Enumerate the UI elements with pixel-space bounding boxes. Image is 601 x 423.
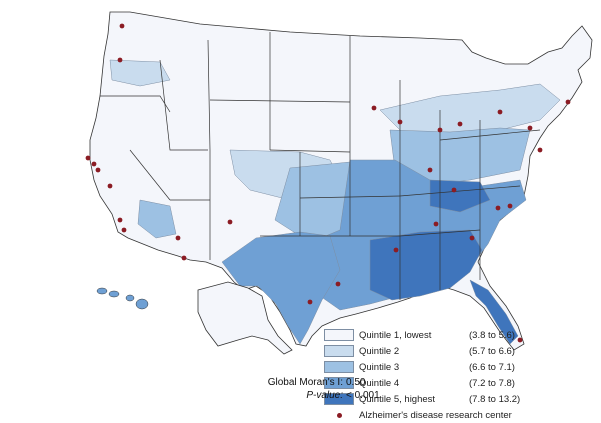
region-q5-southeast xyxy=(369,229,483,301)
p-value: < 0.001 xyxy=(346,390,380,401)
research-center-dot xyxy=(91,161,97,167)
legend-range-q1: (3.8 to 5.6) xyxy=(469,329,515,341)
us-choropleth-map xyxy=(85,11,593,355)
moran-row: Global Moran's I: 0.50 xyxy=(230,376,380,389)
research-centers xyxy=(85,23,571,343)
alaska xyxy=(197,281,293,355)
legend-row-q3: Quintile 3 (6.6 to 7.1) xyxy=(324,359,594,375)
research-center-dot xyxy=(433,221,439,227)
legend-range-q5: (7.8 to 13.2) xyxy=(469,393,521,405)
research-center-dot xyxy=(469,235,475,241)
research-center-dot xyxy=(397,119,403,125)
statistics-block: Global Moran's I: 0.50 P-value: < 0.001 xyxy=(230,376,380,402)
legend-label-q3: Quintile 3 xyxy=(359,361,400,373)
legend-row-q5: Quintile 5, highest (7.8 to 13.2) xyxy=(324,391,594,407)
research-center-dot xyxy=(393,247,399,253)
legend-label-q1: Quintile 1, lowest xyxy=(359,329,432,341)
legend-label-research-center: Alzheimer's disease research center xyxy=(359,409,512,421)
legend-swatch-q4 xyxy=(324,377,354,389)
legend-row-q4: Quintile 4 (7.2 to 7.8) xyxy=(324,375,594,391)
research-center-legend-icon xyxy=(324,412,354,418)
research-center-dot xyxy=(121,227,127,233)
state-boundaries xyxy=(100,32,541,300)
research-center-dot xyxy=(497,109,503,115)
legend-swatch-q3 xyxy=(324,361,354,373)
legend-range-q3: (6.6 to 7.1) xyxy=(469,361,515,373)
research-center-dot xyxy=(107,183,113,189)
hawaii xyxy=(96,287,149,310)
research-center-dot xyxy=(537,147,543,153)
research-center-dot xyxy=(335,281,341,287)
legend-swatch-q5 xyxy=(324,393,354,405)
region-q5-kentucky xyxy=(429,179,491,213)
research-center-dot xyxy=(175,235,181,241)
research-center-dot xyxy=(517,337,523,343)
research-center-dot xyxy=(307,299,313,305)
p-value-row: P-value: < 0.001 xyxy=(230,389,380,402)
research-center-dot xyxy=(117,57,123,63)
research-center-dot xyxy=(495,205,501,211)
region-q3-arizona xyxy=(137,199,177,239)
legend-swatch-q1 xyxy=(324,329,354,341)
research-center-dot xyxy=(119,23,125,29)
research-center-dot xyxy=(437,127,443,133)
legend-label-q5: Quintile 5, highest xyxy=(359,393,436,405)
research-center-dot xyxy=(565,99,571,105)
research-center-dot xyxy=(507,203,513,209)
map-legend: Quintile 1, lowest (3.8 to 5.6) Quintile… xyxy=(324,327,594,423)
region-q5-florida xyxy=(469,279,519,345)
research-center-dot xyxy=(85,155,91,161)
region-q2-oregon xyxy=(109,59,171,87)
research-center-dot xyxy=(95,167,101,173)
research-center-dot xyxy=(527,125,533,131)
research-center-dot xyxy=(227,219,233,225)
research-center-dot xyxy=(451,187,457,193)
legend-range-q2: (5.7 to 6.6) xyxy=(469,345,515,357)
legend-label-q2: Quintile 2 xyxy=(359,345,400,357)
legend-row-research-center: Alzheimer's disease research center xyxy=(324,407,594,423)
research-center-dot xyxy=(427,167,433,173)
research-center-dot xyxy=(117,217,123,223)
legend-swatch-q2 xyxy=(324,345,354,357)
moran-label: Global Moran's I: xyxy=(267,377,343,388)
moran-value: 0.50 xyxy=(346,377,366,388)
legend-range-q4: (7.2 to 7.8) xyxy=(469,377,515,389)
legend-row-q2: Quintile 2 (5.7 to 6.6) xyxy=(324,343,594,359)
legend-row-q1: Quintile 1, lowest (3.8 to 5.6) xyxy=(324,327,594,343)
research-center-dot xyxy=(181,255,187,261)
p-value-label: P-value: xyxy=(306,390,343,401)
legend-label-q4: Quintile 4 xyxy=(359,377,400,389)
research-center-dot xyxy=(457,121,463,127)
research-center-dot xyxy=(371,105,377,111)
